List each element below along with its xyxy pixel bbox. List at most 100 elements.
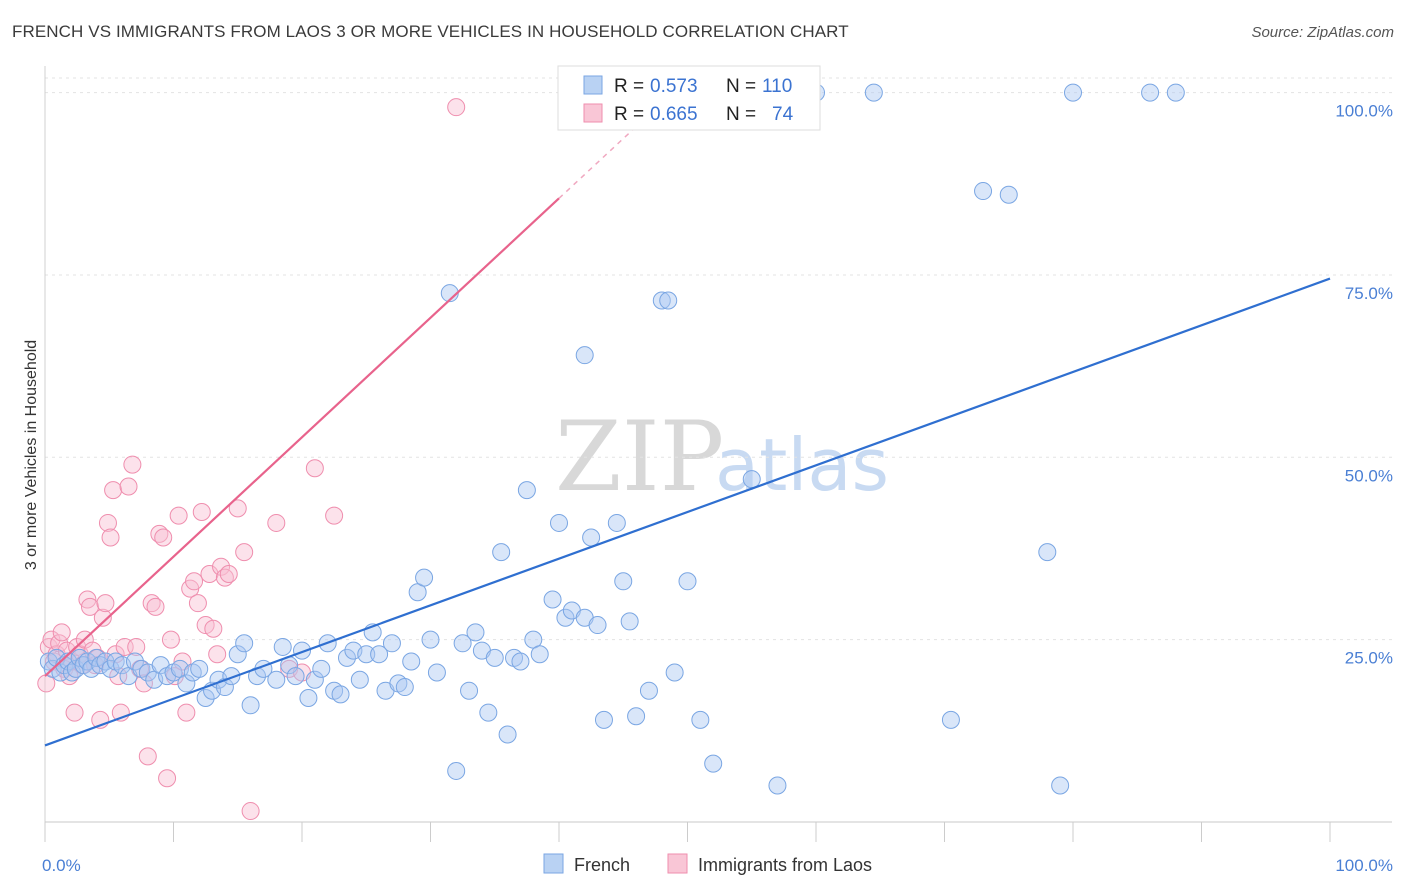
- laos-point-22: [93, 608, 112, 627]
- laos-trend-extension: [558, 126, 637, 199]
- french-trend-line: [44, 277, 1331, 747]
- french-point-98: [678, 572, 697, 591]
- french-point-83: [556, 608, 575, 627]
- french-series-label: French: [574, 855, 630, 875]
- french-point-51: [337, 648, 356, 667]
- french-point-60: [395, 678, 414, 697]
- french-point-100: [704, 754, 723, 773]
- y-tick-label-0: 25.0%: [1345, 649, 1393, 668]
- series-legend: French Immigrants from Laos: [543, 853, 872, 875]
- french-r-value: 0.573: [650, 76, 698, 97]
- laos-series-swatch: [667, 853, 688, 874]
- french-point-110: [1064, 83, 1082, 102]
- laos-point-6: [52, 623, 71, 642]
- french-point-108: [1038, 543, 1057, 562]
- y-axis-label: 3 or more Vehicles in Household: [23, 340, 40, 570]
- french-point-101: [742, 470, 761, 489]
- chart-source: Source: ZipAtlas.com: [1251, 24, 1394, 41]
- french-point-45: [299, 689, 318, 707]
- french-point-86: [575, 346, 594, 365]
- laos-point-49: [188, 594, 207, 613]
- laos-legend-swatch: [583, 103, 603, 123]
- french-point-29: [190, 659, 209, 678]
- x-tick-label-1: 100.0%: [1335, 856, 1393, 875]
- french-points: [39, 83, 1185, 795]
- x-tick-label-0: 0.0%: [42, 856, 81, 875]
- french-r-label: R =: [614, 76, 644, 97]
- french-point-30: [196, 689, 215, 707]
- french-point-104: [864, 83, 883, 102]
- french-point-105: [941, 710, 960, 729]
- laos-point-36: [138, 747, 157, 766]
- laos-point-16: [78, 590, 97, 609]
- french-point-70: [466, 623, 485, 642]
- french-point-53: [350, 670, 369, 689]
- french-point-78: [517, 481, 536, 500]
- french-point-95: [652, 291, 671, 310]
- french-point-82: [550, 513, 568, 532]
- french-series-swatch: [543, 853, 564, 874]
- laos-point-17: [80, 597, 99, 616]
- french-n-value: 110: [762, 76, 792, 97]
- laos-point-53: [204, 619, 223, 638]
- y-tick-label-1: 50.0%: [1345, 466, 1393, 485]
- french-point-41: [273, 637, 292, 656]
- laos-trend-line: [44, 197, 560, 677]
- french-point-40: [267, 670, 286, 689]
- french-point-97: [665, 663, 684, 682]
- laos-point-42: [161, 630, 180, 649]
- laos-point-32: [123, 455, 142, 474]
- laos-n-value: 74: [772, 104, 794, 125]
- laos-point-41: [158, 769, 177, 788]
- french-point-46: [305, 670, 324, 689]
- laos-point-35: [134, 674, 153, 693]
- laos-point-28: [109, 667, 128, 686]
- french-point-68: [453, 634, 472, 653]
- french-point-111: [1141, 83, 1160, 102]
- french-point-67: [447, 761, 466, 780]
- laos-point-59: [235, 543, 254, 562]
- french-point-75: [498, 725, 517, 744]
- french-point-74: [492, 543, 511, 562]
- y-tick-labels: 25.0% 50.0% 75.0% 100.0%: [1335, 102, 1393, 668]
- french-point-80: [530, 645, 549, 664]
- french-point-107: [999, 185, 1018, 204]
- french-point-63: [415, 568, 434, 587]
- french-point-72: [479, 703, 498, 722]
- french-point-92: [620, 612, 639, 631]
- laos-point-46: [177, 703, 196, 722]
- laos-series-label: Immigrants from Laos: [698, 855, 872, 875]
- axes: [44, 66, 1392, 842]
- laos-point-57: [219, 565, 238, 583]
- french-point-90: [607, 513, 626, 532]
- laos-point-27: [106, 645, 125, 664]
- laos-point-55: [212, 557, 231, 576]
- french-point-102: [768, 776, 787, 795]
- french-point-27: [177, 674, 196, 693]
- french-point-61: [402, 652, 421, 671]
- french-point-11: [82, 659, 101, 678]
- french-point-94: [639, 681, 658, 700]
- y-tick-label-3: 100.0%: [1335, 102, 1393, 121]
- french-n-label: N =: [726, 76, 756, 97]
- laos-point-5: [50, 634, 69, 653]
- french-point-47: [312, 659, 331, 678]
- trend-lines: [44, 126, 1331, 747]
- laos-point-58: [228, 499, 247, 518]
- french-point-19: [125, 652, 144, 671]
- chart-title: FRENCH VS IMMIGRANTS FROM LAOS 3 OR MORE…: [12, 22, 849, 41]
- french-point-99: [691, 710, 710, 729]
- french-point-65: [427, 663, 446, 682]
- laos-point-11: [65, 703, 84, 722]
- french-point-54: [357, 645, 376, 664]
- french-point-64: [421, 630, 440, 649]
- french-point-81: [543, 590, 562, 609]
- french-point-35: [228, 645, 247, 664]
- french-point-91: [614, 572, 633, 591]
- french-point-112: [1166, 83, 1185, 102]
- laos-r-label: R =: [614, 104, 644, 125]
- french-point-33: [215, 678, 234, 697]
- french-point-44: [293, 641, 311, 660]
- french-point-37: [241, 696, 260, 715]
- laos-point-50: [192, 503, 211, 521]
